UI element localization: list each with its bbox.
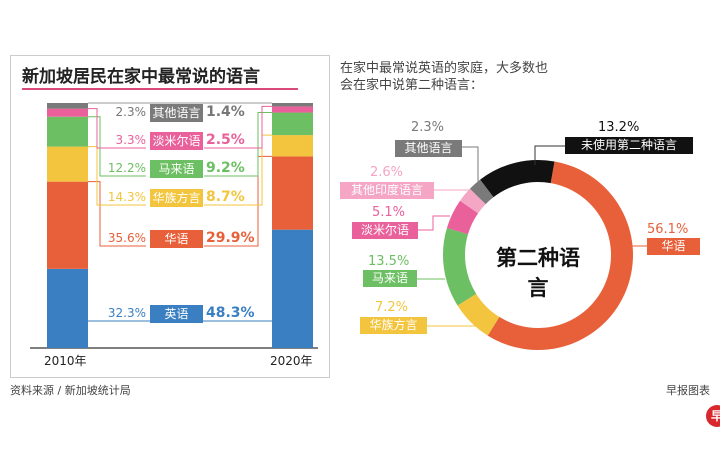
label-2020-华语: 29.9% — [206, 230, 255, 246]
label-2010-英语: 32.3% — [107, 306, 146, 320]
connector-right-华族方言 — [204, 134, 272, 206]
year-label-2020: 2020年 — [270, 354, 313, 368]
donut-pct-淡米尔语: 5.1% — [372, 205, 406, 220]
bar-2020年-其他语言 — [272, 103, 313, 107]
donut-pct-华族方言: 7.2% — [375, 300, 409, 315]
donut-leader-淡米尔语 — [418, 215, 450, 231]
connector-right-马来语 — [204, 112, 272, 177]
right-title-line1: 在家中最常说英语的家庭，大多数也 — [340, 61, 549, 76]
label-2020-华族方言: 8.7% — [206, 189, 245, 205]
legend-box-华族方言: 华族方言 — [150, 189, 203, 207]
donut-pct-其他语言: 2.3% — [411, 120, 445, 135]
label-2010-其他语言: 2.3% — [115, 105, 147, 119]
right-chart-title: 在家中最常说英语的家庭，大多数也 会在家中说第二种语言： — [340, 60, 640, 94]
bar-2010年-华族方言 — [47, 146, 88, 182]
label-2010-马来语: 12.2% — [107, 161, 146, 175]
donut-slice-马来语 — [443, 228, 477, 306]
connector-left-淡米尔语 — [88, 108, 146, 149]
title-underline — [22, 88, 298, 90]
label-2020-其他语言: 1.4% — [206, 104, 245, 120]
connector-left-马来语 — [88, 116, 146, 177]
bar-2010年-马来语 — [47, 116, 88, 147]
left-chart-frame — [10, 55, 330, 378]
right-title-line2: 会在家中说第二种语言： — [340, 78, 484, 93]
donut-slice-华语 — [487, 161, 633, 351]
zaobao-logo: 早 — [706, 405, 720, 427]
bar-2020年-华语 — [272, 156, 313, 230]
legend-box-其他语言: 其他语言 — [150, 104, 203, 122]
donut-label-淡米尔语: 淡米尔语 — [352, 222, 418, 239]
donut-center-label: 第二种语言 — [496, 246, 580, 300]
legend-box-淡米尔语: 淡米尔语 — [150, 132, 203, 150]
bar-2020年-马来语 — [272, 112, 313, 136]
credit-text: 早报图表 — [666, 384, 710, 397]
bar-2010年-华语 — [47, 181, 88, 269]
donut-label-其他语言: 其他语言 — [395, 140, 462, 157]
donut-slice-华族方言 — [457, 293, 500, 336]
bar-2020年-华族方言 — [272, 135, 313, 157]
connector-left-华语 — [88, 181, 146, 247]
donut-slice-淡米尔语 — [446, 200, 479, 235]
donut-leader-未使用第二种语言 — [534, 145, 565, 165]
donut-pct-未使用第二种语言: 13.2% — [598, 120, 640, 135]
connector-right-淡米尔语 — [204, 105, 272, 149]
donut-slice-未使用第二种语言 — [480, 160, 555, 198]
bar-2020年-英语 — [272, 229, 313, 348]
legend-box-华语: 华语 — [150, 230, 203, 248]
donut-pct-华语: 56.1% — [647, 222, 689, 237]
bar-2010年-其他语言 — [47, 103, 88, 109]
left-chart-title: 新加坡居民在家中最常说的语言 — [22, 67, 260, 87]
label-2020-英语: 48.3% — [206, 305, 255, 321]
label-2010-淡米尔语: 3.3% — [115, 133, 147, 147]
legend-box-马来语: 马来语 — [150, 160, 203, 178]
donut-label-未使用第二种语言: 未使用第二种语言 — [565, 137, 693, 154]
label-2010-华族方言: 14.3% — [107, 190, 146, 204]
donut-slice-其他语言 — [469, 179, 494, 205]
donut-leader-其他语言 — [462, 146, 479, 185]
label-2010-华语: 35.6% — [107, 231, 146, 245]
connector-right-华语 — [204, 155, 272, 247]
donut-slice-其他印度语言 — [460, 188, 486, 214]
bar-2010年-英语 — [47, 268, 88, 348]
bar-2010年-淡米尔语 — [47, 108, 88, 117]
donut-pct-马来语: 13.5% — [368, 254, 410, 269]
donut-label-其他印度语言: 其他印度语言 — [340, 182, 434, 199]
bar-2020年-淡米尔语 — [272, 106, 313, 113]
label-2020-马来语: 9.2% — [206, 160, 245, 176]
connector-left-华族方言 — [88, 146, 146, 206]
label-2020-淡米尔语: 2.5% — [206, 132, 245, 148]
year-label-2010: 2010年 — [44, 354, 87, 368]
donut-label-华族方言: 华族方言 — [360, 317, 427, 334]
donut-label-马来语: 马来语 — [363, 270, 417, 287]
donut-label-华语: 华语 — [647, 238, 700, 255]
source-text: 资料来源 / 新加坡统计局 — [10, 384, 131, 397]
donut-pct-其他印度语言: 2.6% — [370, 165, 404, 180]
legend-box-英语: 英语 — [150, 305, 203, 323]
